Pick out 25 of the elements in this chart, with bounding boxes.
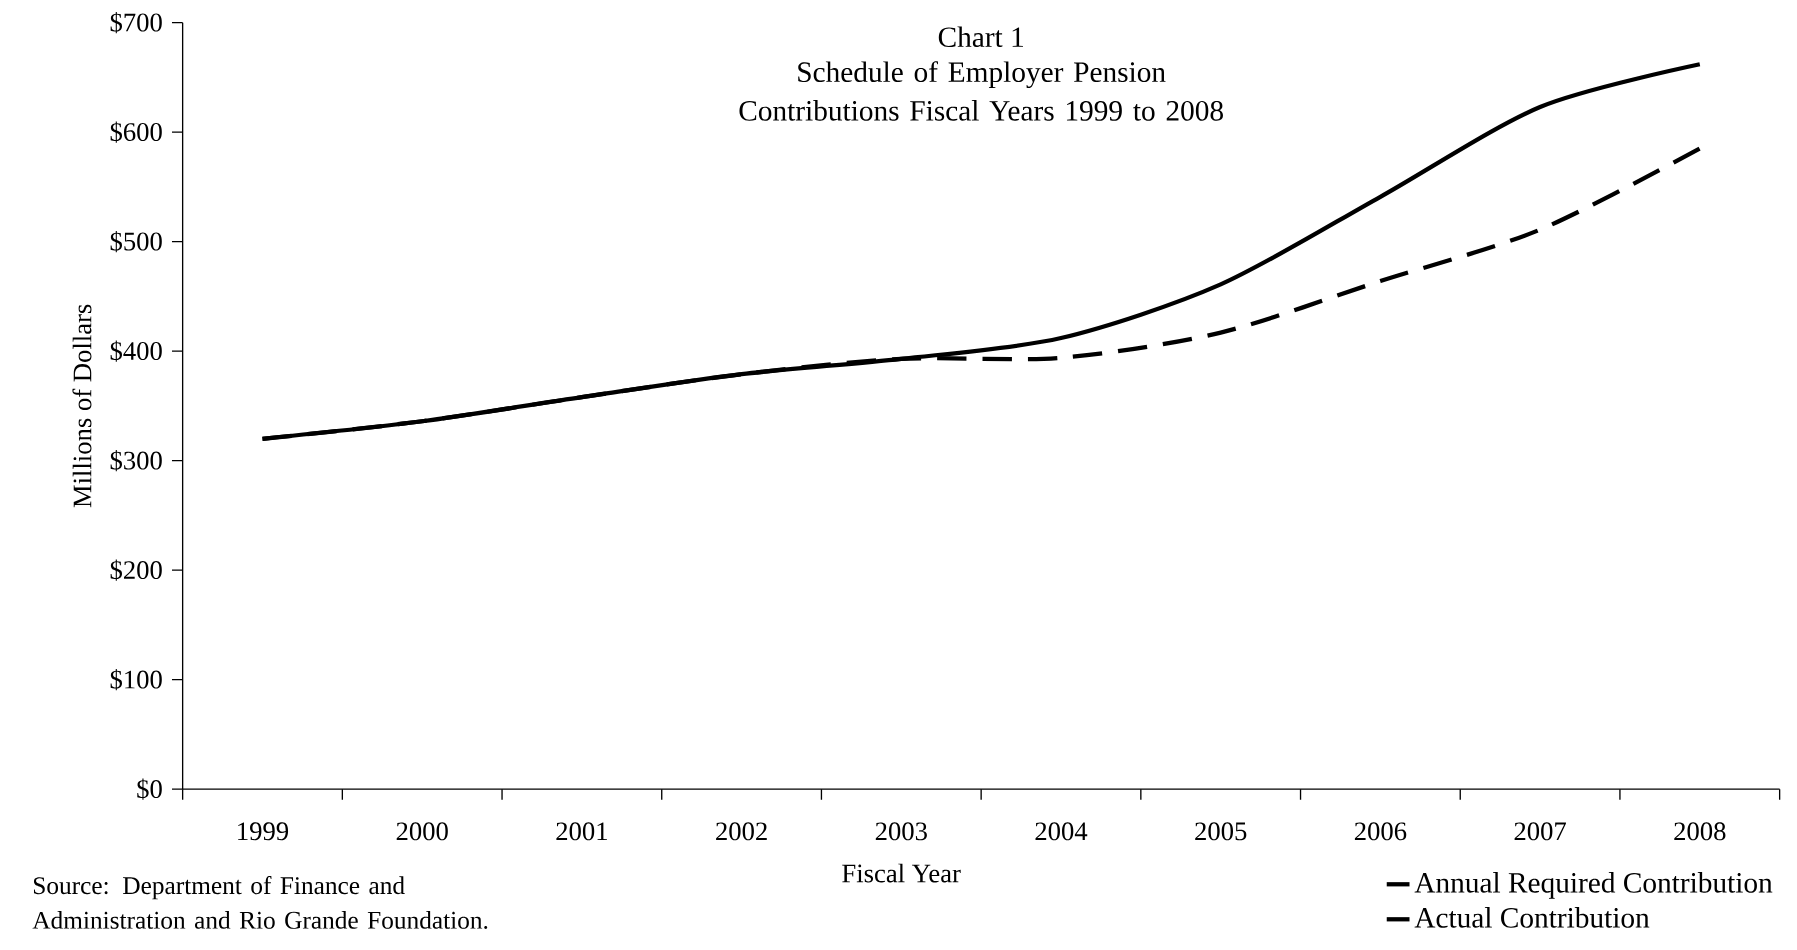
x-tick-label: 2005 bbox=[1195, 822, 1247, 841]
y-tick-label: $700 bbox=[110, 11, 162, 34]
y-axis-title: Millions of Dollars bbox=[72, 304, 92, 508]
x-tick-label: 1999 bbox=[238, 822, 289, 840]
legend-label: Annual Required Contribution bbox=[1414, 871, 1773, 899]
y-tick-label: $500 bbox=[110, 230, 162, 253]
source-note: Source: Department of Finance and Administration and Rio Grande Foundation. bbox=[32, 875, 488, 929]
x-tick-label: 2002 bbox=[716, 822, 767, 841]
y-tick-label: $0 bbox=[137, 778, 162, 800]
x-tick-label: 2007 bbox=[1514, 822, 1566, 841]
x-tick-label: 2008 bbox=[1674, 822, 1726, 841]
x-tick-label: 2003 bbox=[875, 822, 927, 841]
x-tick-label: 2001 bbox=[556, 822, 607, 841]
chart-title: Chart 1 bbox=[938, 26, 1023, 47]
y-tick-label: $100 bbox=[110, 668, 162, 691]
legend-label: Actual Contribution bbox=[1414, 906, 1650, 928]
x-tick-label: 2000 bbox=[396, 822, 448, 841]
x-axis-title: Fiscal Year bbox=[842, 863, 961, 883]
x-tick-label: 2006 bbox=[1354, 822, 1407, 841]
y-tick-label: $200 bbox=[110, 559, 162, 581]
y-tick-label: $600 bbox=[110, 121, 162, 143]
y-tick-label: $300 bbox=[110, 449, 162, 472]
text: Schedule of Employer Pension Contributions Fiscal Years 1999 to 2008 bbox=[739, 60, 1223, 121]
x-tick-label: 2004 bbox=[1035, 822, 1088, 841]
y-tick-label: $400 bbox=[110, 340, 162, 362]
